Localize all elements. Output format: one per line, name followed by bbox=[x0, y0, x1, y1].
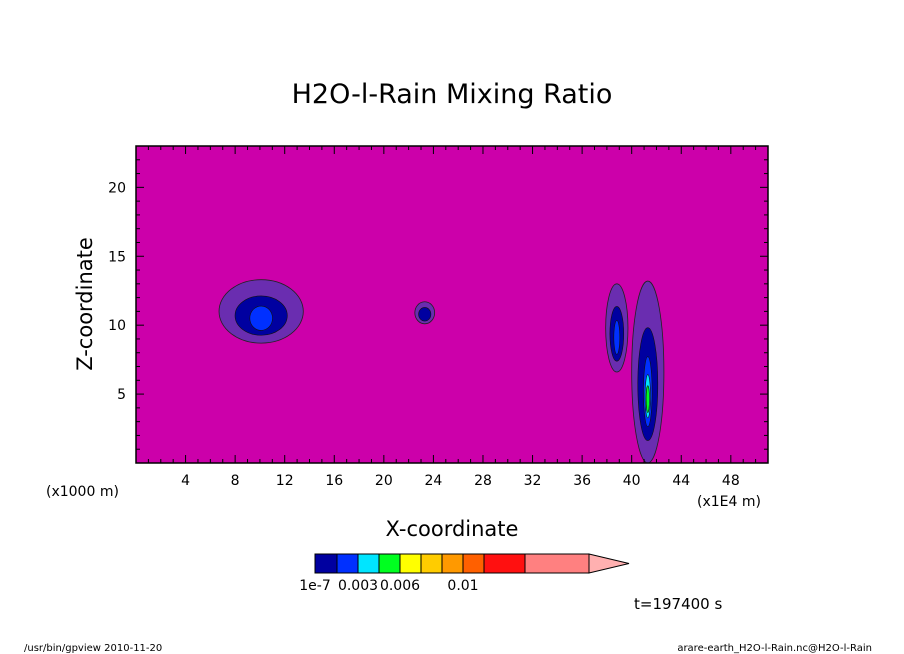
x-tick-label: 44 bbox=[672, 473, 690, 489]
cloud-cell-c bbox=[605, 283, 629, 373]
colorbar-extend-arrow bbox=[588, 553, 630, 574]
y-axis-label: Z-coordinate bbox=[73, 237, 97, 371]
cloud-cell-c-contour-level-1 bbox=[613, 320, 621, 355]
y-axis-ticks: 5 10 15 20 bbox=[108, 159, 768, 450]
x-axis-label: X-coordinate bbox=[386, 517, 519, 541]
footer-left: /usr/bin/gpview 2010-11-20 bbox=[24, 643, 162, 654]
x-tick-label: 36 bbox=[573, 473, 591, 489]
cloud-cell-a bbox=[218, 279, 304, 344]
x-tick-label: 20 bbox=[375, 473, 393, 489]
x-tick-label: 12 bbox=[276, 473, 294, 489]
rain-shaft bbox=[631, 280, 665, 464]
colorbar-tick-label: 0.003 bbox=[338, 578, 378, 594]
time-label: t=197400 s bbox=[634, 595, 722, 613]
colorbar-swatch-2 bbox=[357, 553, 380, 574]
colorbar-swatch-0 bbox=[314, 553, 338, 574]
colorbar-tick-label: 0.006 bbox=[380, 578, 420, 594]
x-unit-label: (x1000 m) bbox=[46, 484, 119, 500]
x-tick-label: 24 bbox=[424, 473, 442, 489]
cloud-cell-b bbox=[414, 301, 436, 325]
rain-shaft-contour-level-3 bbox=[645, 385, 650, 413]
x-tick-label: 40 bbox=[623, 473, 641, 489]
x-tick-label: 4 bbox=[181, 473, 190, 489]
contour-features bbox=[218, 279, 665, 464]
cloud-cell-a-contour-level-1 bbox=[249, 305, 273, 331]
y-tick-label: 10 bbox=[108, 318, 126, 334]
y-tick-label: 5 bbox=[117, 387, 126, 403]
colorbar-swatch-5 bbox=[420, 553, 443, 574]
x-tick-label: 48 bbox=[722, 473, 740, 489]
x-axis-ticks: 4 8 12 16 20 24 28 32 36 40 44 48 bbox=[147, 146, 757, 489]
colorbar bbox=[314, 553, 630, 574]
y-tick-label: 20 bbox=[108, 180, 126, 196]
x-tick-label: 16 bbox=[325, 473, 343, 489]
colorbar-tick-label: 1e-7 bbox=[299, 578, 330, 594]
x-tick-label: 8 bbox=[231, 473, 240, 489]
colorbar-swatch-6 bbox=[441, 553, 464, 574]
x-tick-label: 28 bbox=[474, 473, 492, 489]
plot-frame bbox=[135, 145, 769, 464]
colorbar-swatch-4 bbox=[399, 553, 422, 574]
footer-right: arare-earth_H2O-l-Rain.nc@H2O-l-Rain bbox=[677, 643, 872, 654]
x-tick-label: 32 bbox=[524, 473, 542, 489]
colorbar-swatch-9 bbox=[524, 553, 590, 574]
x-axis-unit-label: (x1E4 m) bbox=[697, 494, 761, 510]
colorbar-swatch-8 bbox=[483, 553, 526, 574]
colorbar-swatch-3 bbox=[378, 553, 401, 574]
colorbar-tick-label: 0.01 bbox=[447, 578, 478, 594]
colorbar-swatch-7 bbox=[462, 553, 485, 574]
y-tick-label: 15 bbox=[108, 249, 126, 265]
chart-title: H2O-l-Rain Mixing Ratio bbox=[292, 79, 613, 110]
colorbar-swatch-1 bbox=[336, 553, 359, 574]
colorbar-labels: 1e-7 0.003 0.006 0.01 bbox=[299, 578, 478, 594]
cloud-cell-b-contour-level-0 bbox=[418, 307, 432, 322]
